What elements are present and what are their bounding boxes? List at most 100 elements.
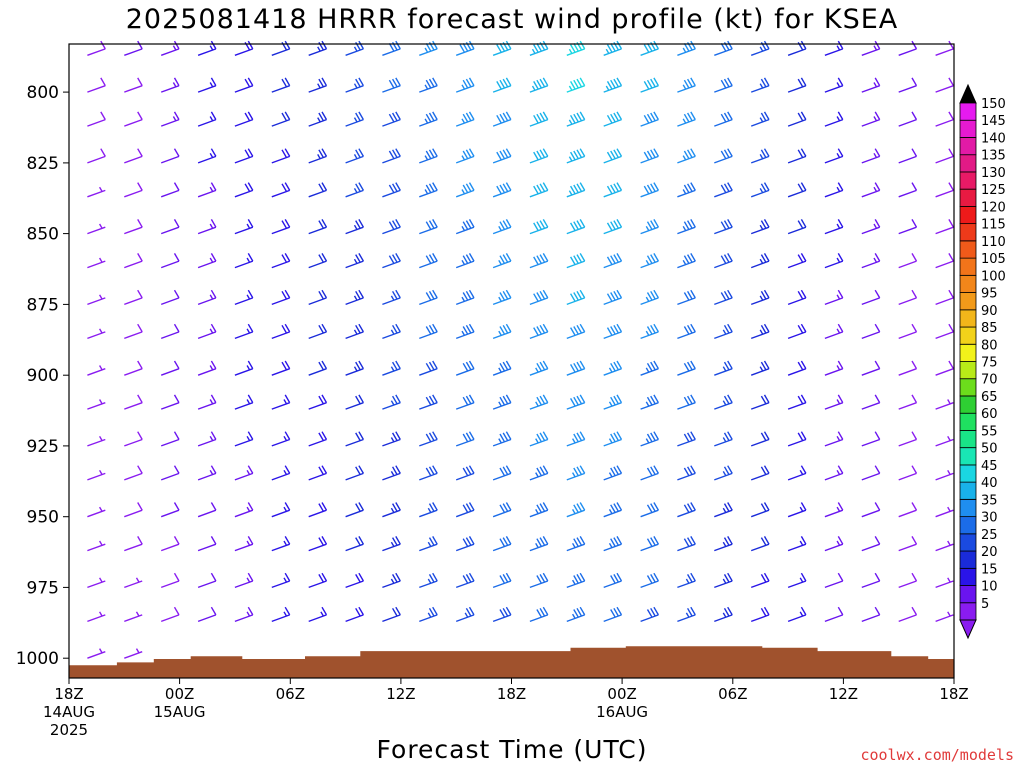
- wind-barb: [87, 648, 106, 659]
- wind-barb: [308, 360, 328, 376]
- wind-barb: [197, 536, 217, 552]
- wind-barb: [824, 572, 844, 589]
- colorbar-segment: [959, 343, 977, 362]
- wind-barb: [271, 465, 291, 481]
- wind-barb: [750, 502, 770, 518]
- wind-barb: [603, 40, 623, 56]
- wind-barb: [124, 289, 143, 306]
- wind-barb: [455, 111, 475, 127]
- wind-barb: [750, 431, 770, 447]
- wind-barb: [345, 323, 365, 340]
- wind-barb: [345, 572, 365, 589]
- wind-barb: [124, 431, 143, 447]
- colorbar-label: 30: [981, 511, 998, 526]
- wind-barb: [492, 289, 512, 306]
- wind-barb: [714, 219, 733, 235]
- colorbar-segment: [959, 154, 977, 173]
- wind-barb: [529, 77, 549, 93]
- wind-barb: [935, 469, 954, 481]
- wind-barb: [124, 77, 143, 93]
- wind-barb: [382, 77, 401, 93]
- wind-barb: [419, 606, 438, 623]
- x-tick-label: 16AUG: [596, 703, 648, 721]
- colorbar-label: 40: [981, 476, 998, 491]
- wind-barb: [271, 502, 291, 518]
- wind-barb: [87, 40, 106, 56]
- colorbar-label: 5: [981, 597, 989, 612]
- colorbar-top-arrow: [959, 83, 977, 104]
- wind-barb: [382, 111, 401, 127]
- wind-barb: [87, 506, 106, 518]
- wind-barb: [935, 577, 954, 589]
- wind-barb: [124, 577, 143, 589]
- wind-barb: [455, 148, 475, 164]
- wind-barb: [898, 431, 918, 447]
- wind-barb: [455, 536, 475, 552]
- wind-barb: [529, 572, 549, 589]
- wind-barb: [234, 253, 254, 269]
- y-tick-label: 925: [27, 437, 59, 457]
- wind-barb: [750, 465, 770, 481]
- wind-barb: [787, 182, 807, 198]
- wind-barb: [308, 253, 328, 269]
- wind-barb: [492, 111, 512, 127]
- x-tick-label: 00Z: [165, 685, 194, 703]
- wind-barb: [750, 219, 770, 235]
- wind-barb: [566, 219, 586, 235]
- wind-barb: [898, 77, 918, 93]
- wind-barb: [382, 572, 401, 589]
- wind-barb: [861, 289, 881, 306]
- wind-barb: [898, 219, 918, 235]
- wind-barb: [308, 536, 328, 552]
- wind-barb: [197, 323, 217, 340]
- wind-barb: [714, 502, 733, 518]
- wind-barb: [345, 360, 365, 376]
- y-tick-label: 900: [27, 366, 59, 386]
- wind-barb: [714, 536, 733, 552]
- wind-barb: [824, 40, 844, 56]
- wind-barb: [787, 502, 807, 518]
- wind-barb: [677, 253, 696, 269]
- wind-barb: [87, 399, 106, 410]
- wind-barb: [197, 182, 217, 198]
- colorbar-label: 140: [981, 132, 1006, 147]
- colorbar-bottom-arrow: [959, 619, 977, 640]
- wind-barb: [714, 40, 733, 56]
- colorbar-segment: [959, 292, 977, 311]
- wind-barb: [197, 40, 217, 56]
- wind-barb: [345, 289, 365, 306]
- wind-barb: [124, 111, 143, 127]
- wind-barb: [640, 536, 660, 552]
- wind-barb: [124, 323, 143, 340]
- wind-barb: [529, 606, 549, 623]
- colorbar-segment: [959, 274, 977, 293]
- wind-barb: [861, 502, 881, 518]
- wind-barb: [861, 182, 881, 198]
- wind-barb: [271, 40, 291, 56]
- wind-barb: [529, 219, 549, 235]
- wind-barb: [898, 182, 918, 198]
- colorbar-label: 100: [981, 269, 1006, 284]
- wind-barb: [824, 465, 844, 481]
- terrain-fill: [69, 646, 954, 678]
- wind-barb: [677, 502, 696, 518]
- wind-barb: [529, 465, 549, 481]
- wind-barb: [566, 572, 586, 589]
- wind-barb: [308, 394, 328, 410]
- wind-barb: [234, 219, 254, 235]
- wind-barb: [677, 219, 696, 235]
- wind-barb: [382, 323, 401, 340]
- wind-barb: [935, 435, 954, 447]
- wind-barb: [197, 502, 217, 518]
- wind-barb: [824, 219, 844, 235]
- wind-barb: [160, 572, 180, 589]
- wind-barb: [640, 394, 660, 410]
- wind-barb: [787, 148, 807, 164]
- colorbar-segment: [959, 498, 977, 518]
- wind-barb: [640, 219, 660, 235]
- wind-barb: [419, 502, 438, 518]
- wind-barb: [160, 536, 180, 552]
- colorbar-label: 50: [981, 442, 998, 457]
- colorbar-label: 90: [981, 304, 998, 319]
- wind-barb: [345, 40, 365, 56]
